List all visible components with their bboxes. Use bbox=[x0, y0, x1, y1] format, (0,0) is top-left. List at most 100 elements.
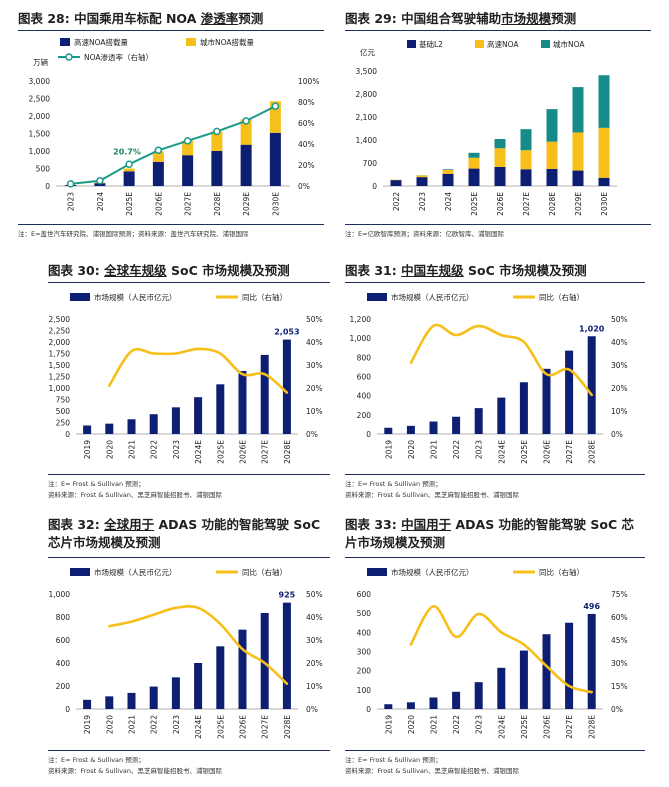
x-tick-label: 2024E bbox=[194, 440, 203, 464]
series-point bbox=[242, 117, 250, 125]
legend-swatch bbox=[367, 293, 387, 301]
x-tick-label: 2021 bbox=[430, 440, 439, 459]
y-tick-label: 1,250 bbox=[49, 373, 71, 382]
x-tick-label: 2027E bbox=[565, 440, 574, 464]
y-tick-label: 200 bbox=[56, 682, 71, 691]
bar bbox=[429, 697, 438, 709]
series-line bbox=[108, 605, 289, 685]
x-tick-label: 2027E bbox=[184, 192, 193, 216]
legend-label: 同比（右轴） bbox=[539, 567, 584, 577]
x-tick-label: 2022 bbox=[150, 440, 159, 459]
x-tick-label: 2025E bbox=[125, 192, 134, 216]
bar bbox=[497, 667, 506, 709]
x-tick-label: 2021 bbox=[128, 715, 137, 734]
footer-rule bbox=[48, 474, 330, 475]
bar bbox=[149, 686, 158, 709]
x-tick-label: 2023 bbox=[172, 715, 181, 734]
legend-swatch bbox=[60, 38, 70, 46]
x-tick-label: 2024E bbox=[194, 715, 203, 739]
footnote-source: 资料来源：Frost & Sullivan、黑芝麻智能招股书、浦银国际 bbox=[345, 491, 520, 499]
y2-tick-label: 0% bbox=[611, 705, 623, 714]
panel-30: 图表 30: 全球车规级 SoC 市场规模及预测 0 250 500 750 1,000… bbox=[48, 256, 338, 501]
legend-swatch bbox=[541, 40, 550, 48]
bar bbox=[587, 613, 596, 709]
x-tick-label: 2023 bbox=[475, 715, 484, 734]
legend-swatch bbox=[475, 40, 484, 48]
footnote-source: 资料来源：Frost & Sullivan、黑芝麻智能招股书、浦银国际 bbox=[48, 491, 223, 499]
x-tick-label: 2027E bbox=[522, 192, 531, 216]
y2-tick-label: 0% bbox=[298, 182, 310, 191]
y-tick-label: 600 bbox=[357, 373, 372, 382]
bar bbox=[519, 650, 528, 709]
y-tick-label: 1,200 bbox=[350, 315, 372, 324]
x-tick-label: 2026E bbox=[154, 192, 163, 216]
x-tick-label: 2022 bbox=[150, 715, 159, 734]
bar bbox=[240, 144, 252, 186]
panel-32: 图表 32: 全球用于 ADAS 功能的智能驾驶 SoC 芯片市场规模及预测 0… bbox=[48, 514, 338, 784]
bar bbox=[565, 350, 574, 434]
bar bbox=[123, 171, 135, 186]
footnote: 注：E=盖世汽车研究院、浦银国际预测；资料来源：盖世汽车研究院、浦银国际 bbox=[18, 230, 249, 238]
y-axis-unit: 万辆 bbox=[33, 57, 48, 67]
y-tick-label: 2,500 bbox=[29, 95, 51, 104]
panel-31: 图表 31: 中国车规级 SoC 市场规模及预测 0 200 400 600 800 1,… bbox=[345, 256, 655, 501]
y-tick-label: 1,000 bbox=[29, 147, 51, 156]
bar bbox=[127, 419, 136, 434]
bar bbox=[442, 169, 454, 174]
x-tick-label: 2025E bbox=[470, 192, 479, 216]
y-tick-label: 800 bbox=[357, 353, 372, 362]
x-tick-label: 2021 bbox=[128, 440, 137, 459]
y-tick-label: 2,100 bbox=[356, 113, 378, 122]
footnote: 注：E= Frost & Sullivan 预测； bbox=[345, 756, 442, 764]
bar bbox=[238, 370, 247, 434]
y-tick-label: 800 bbox=[56, 613, 71, 622]
series-line bbox=[409, 323, 593, 397]
y-tick-label: 500 bbox=[56, 407, 71, 416]
x-tick-label: 2023 bbox=[418, 192, 427, 211]
x-tick-label: 2020 bbox=[407, 440, 416, 459]
x-tick-label: 2030E bbox=[600, 192, 609, 216]
bar bbox=[269, 101, 281, 133]
y2-tick-label: 60% bbox=[611, 613, 628, 622]
bar bbox=[171, 407, 180, 434]
x-tick-label: 2026E bbox=[543, 440, 552, 464]
series-line bbox=[108, 347, 289, 394]
bar bbox=[474, 408, 483, 434]
x-tick-label: 2023 bbox=[67, 192, 76, 211]
bar bbox=[384, 427, 393, 434]
series-point bbox=[183, 137, 192, 145]
y-tick-label: 2,500 bbox=[49, 315, 71, 324]
y2-tick-label: 20% bbox=[611, 384, 628, 393]
y2-tick-label: 100% bbox=[298, 77, 319, 86]
legend-label: 高速NOA bbox=[487, 39, 519, 49]
title-rule bbox=[345, 30, 651, 31]
panel-29: 图表 29: 中国组合驾驶辅助市场规模预测 0 700 1,400 2,100 2,80… bbox=[345, 4, 655, 244]
x-tick-label: 2028E bbox=[283, 440, 292, 464]
x-tick-label: 2020 bbox=[105, 715, 114, 734]
last-value-label: 2,053 bbox=[274, 328, 299, 337]
y2-tick-label: 20% bbox=[306, 384, 323, 393]
y2-tick-label: 0% bbox=[306, 705, 318, 714]
y2-tick-label: 10% bbox=[306, 407, 323, 416]
y-tick-label: 500 bbox=[36, 165, 51, 174]
y-tick-label: 2,000 bbox=[29, 112, 51, 121]
y-tick-label: 0 bbox=[366, 430, 371, 439]
x-tick-label: 2020 bbox=[105, 440, 114, 459]
x-tick-label: 2028E bbox=[548, 192, 557, 216]
bar bbox=[83, 425, 92, 434]
series-point bbox=[271, 102, 280, 110]
x-tick-label: 2023 bbox=[172, 440, 181, 459]
bar bbox=[152, 151, 164, 162]
y-tick-label: 500 bbox=[357, 609, 372, 618]
series-point bbox=[125, 160, 133, 169]
panel-title: 图表 29: 中国组合驾驶辅助市场规模预测 bbox=[345, 11, 577, 26]
y-tick-label: 1,500 bbox=[49, 361, 71, 370]
y2-tick-label: 50% bbox=[306, 315, 323, 324]
chart-31: 0 200 400 600 800 1,000 1,200 0% 10% 20% 30% 40% 50%… bbox=[350, 292, 628, 464]
x-tick-label: 2021 bbox=[430, 715, 439, 734]
legend-label: 高速NOA搭载量 bbox=[74, 37, 129, 47]
chart-30: 0 250 500 750 1,000 1,250 1,500 1,750 2,000 2,250… bbox=[49, 292, 323, 464]
legend-label: 市场规模（人民币亿元） bbox=[391, 292, 474, 302]
x-tick-label: 2019 bbox=[83, 715, 92, 734]
footer-rule bbox=[48, 750, 330, 751]
